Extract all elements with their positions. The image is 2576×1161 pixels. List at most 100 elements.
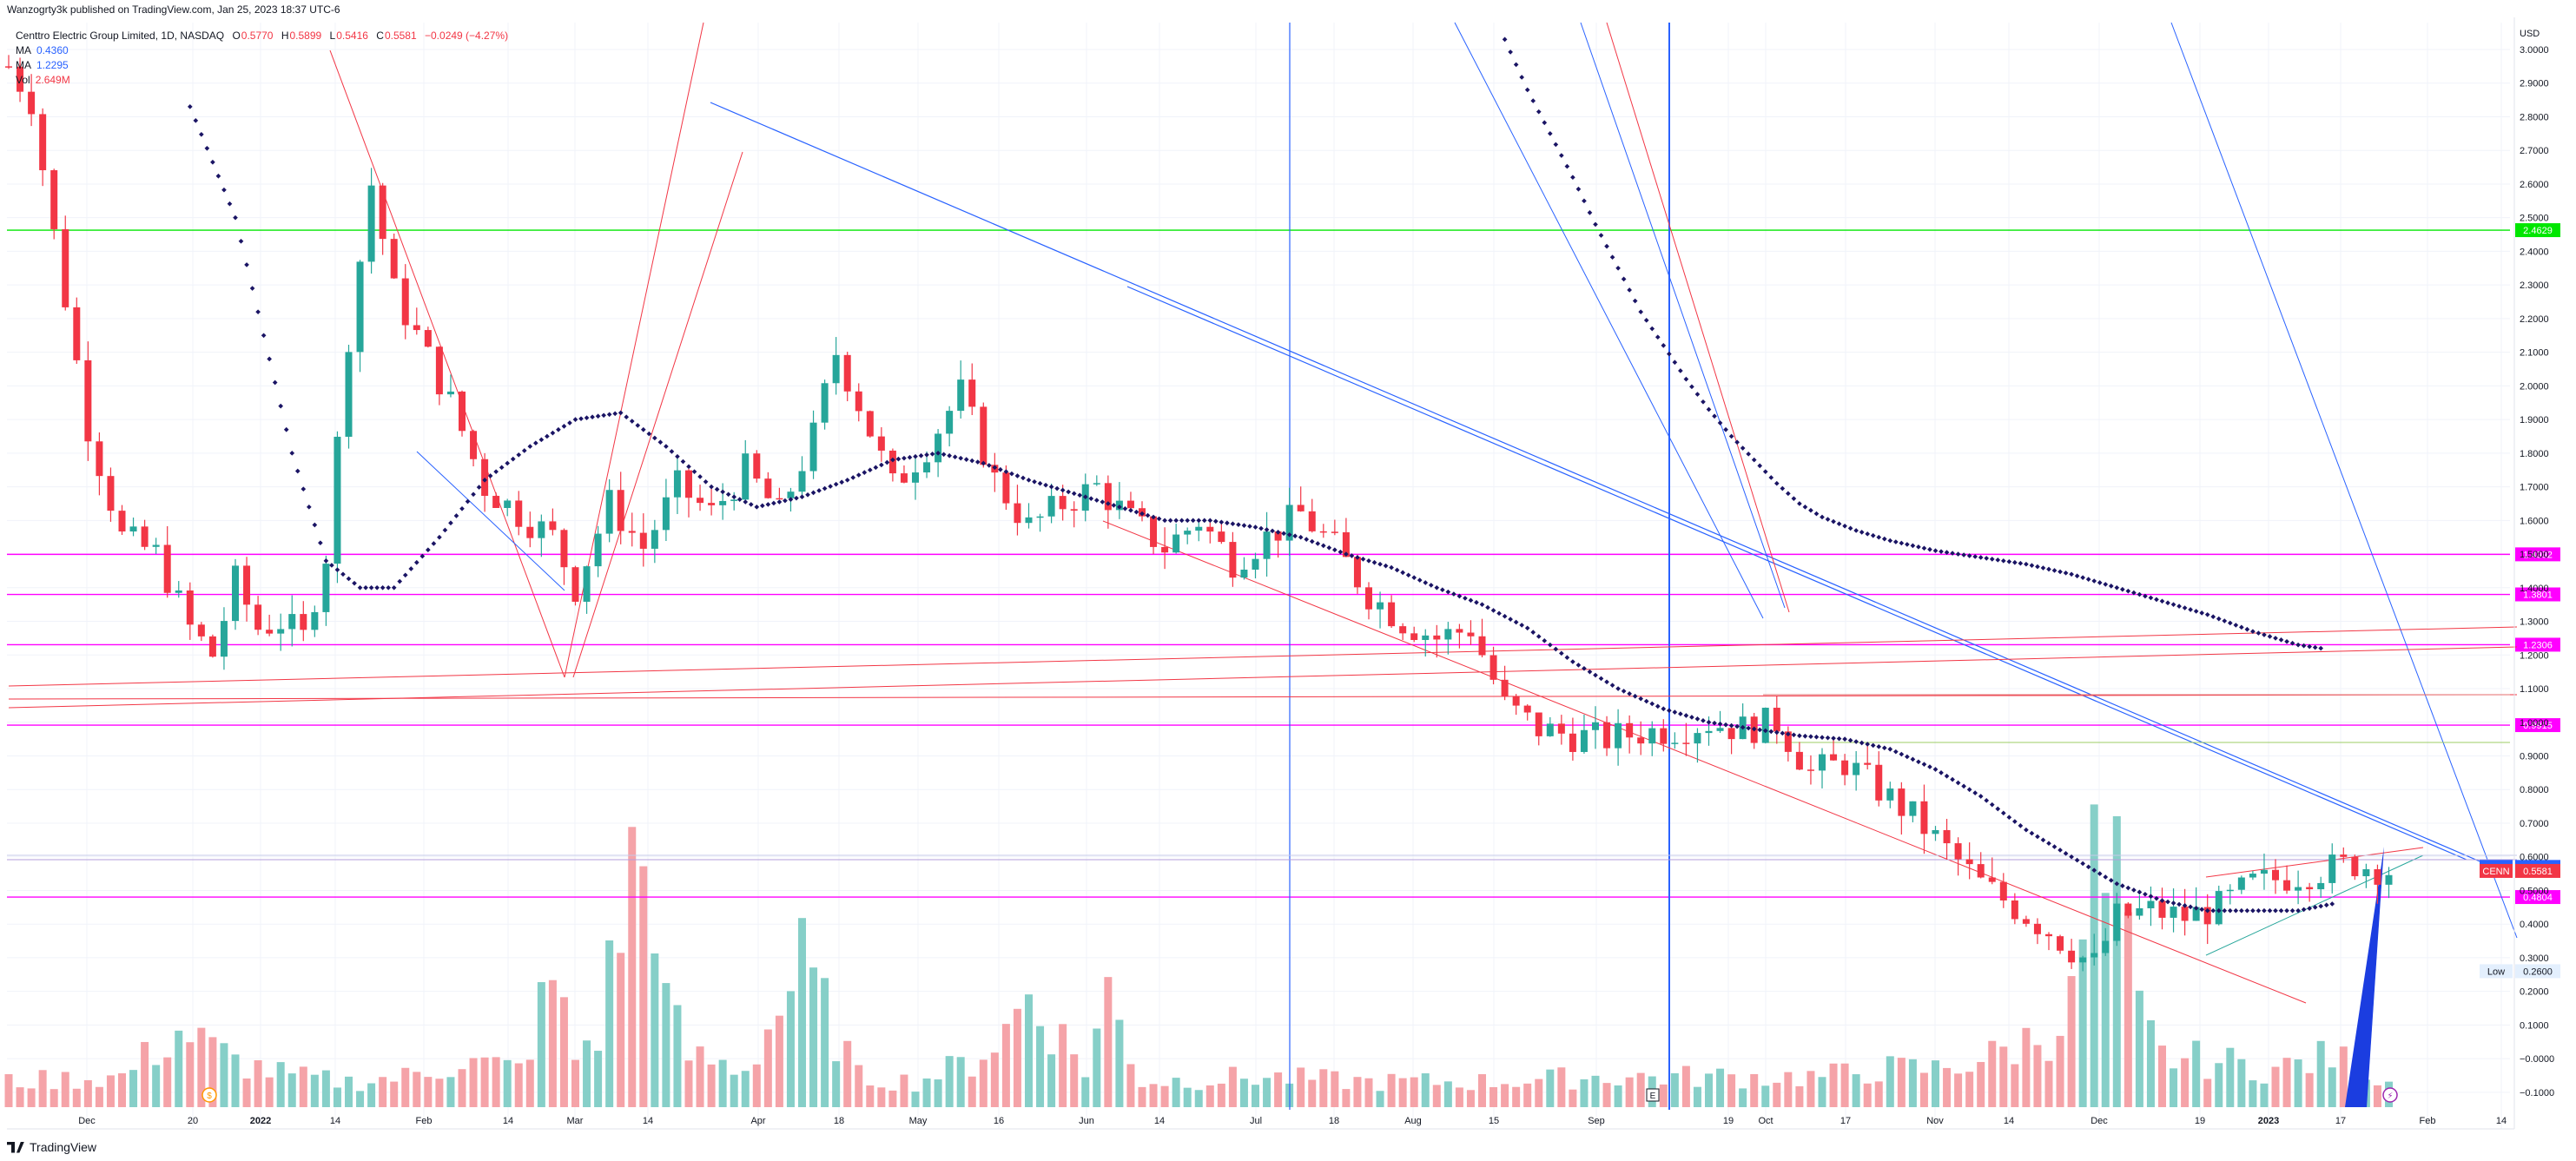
ma-dot xyxy=(1570,175,1575,181)
ma-dot xyxy=(1020,475,1026,481)
ma-dot xyxy=(1553,646,1559,652)
candle-body xyxy=(492,496,500,508)
ma-dot xyxy=(2148,595,2154,601)
ma-dot xyxy=(1423,580,1429,585)
candle-body xyxy=(208,636,216,657)
ma-dot xyxy=(2137,889,2143,895)
candle-body xyxy=(446,391,454,395)
y-tick-label: 0.7000 xyxy=(2520,819,2549,829)
volume-bar xyxy=(1489,1086,1498,1107)
y-tick-label: 0.2000 xyxy=(2520,987,2549,998)
candle-body xyxy=(912,472,919,483)
candle-body xyxy=(662,497,670,531)
x-tick-label: 20 xyxy=(188,1116,198,1126)
candle-body xyxy=(220,621,228,657)
low-label: L xyxy=(329,30,336,42)
volume-bar xyxy=(424,1077,433,1107)
ma-dot xyxy=(1502,36,1508,43)
ma-dot xyxy=(2057,848,2063,853)
ma-dot xyxy=(1405,572,1411,578)
ma-dot xyxy=(2262,907,2267,914)
ma-dot xyxy=(1542,120,1548,126)
candle-body xyxy=(2011,900,2018,920)
ma-dot xyxy=(244,262,249,267)
ma-dot xyxy=(1156,516,1162,522)
vol-row: Vol 2.649M xyxy=(16,73,513,88)
candle-body xyxy=(821,383,829,423)
volume-bar xyxy=(2328,1067,2336,1107)
candle-body xyxy=(1195,526,1203,531)
dividend-marker: $ xyxy=(207,1092,212,1101)
volume-bar xyxy=(1331,1071,1339,1107)
volume-bar xyxy=(446,1077,455,1107)
ma-dot xyxy=(2239,624,2244,630)
ma-dot xyxy=(1048,484,1054,490)
candle-body xyxy=(651,530,658,549)
volume-bar xyxy=(900,1074,908,1107)
ma-dot xyxy=(2323,902,2329,908)
x-tick-label: 15 xyxy=(1489,1116,1499,1126)
candle-body xyxy=(2340,854,2348,857)
ma-dot xyxy=(1950,551,1955,556)
volume-bar xyxy=(696,1046,704,1107)
ma-dot xyxy=(2210,907,2216,914)
lightning-marker: ⚡ xyxy=(2387,1092,2393,1101)
x-tick-label: Apr xyxy=(750,1116,765,1126)
ma-dot xyxy=(2024,561,2029,567)
x-tick-label: Dec xyxy=(2091,1116,2108,1126)
ma-dot xyxy=(1870,742,1876,749)
ma-dot xyxy=(1649,701,1655,707)
ma-dot xyxy=(850,475,856,480)
volume-bar xyxy=(1569,1089,1577,1107)
volume-bar xyxy=(1126,1064,1135,1107)
ma-dot xyxy=(1978,794,1984,799)
volume-bar xyxy=(1602,1083,1611,1107)
x-tick-label: Sep xyxy=(1588,1116,1605,1126)
ma-dot xyxy=(2273,636,2278,641)
candle-body xyxy=(1444,629,1452,640)
volume-bar xyxy=(61,1072,69,1107)
candle-body xyxy=(1569,733,1576,752)
volume-bar xyxy=(798,918,806,1107)
high-label: H xyxy=(281,30,289,42)
ma-dot xyxy=(2154,597,2159,603)
volume-bar xyxy=(356,1091,365,1107)
price-level-label: 0.4804 xyxy=(2523,893,2553,903)
ma-dot xyxy=(1593,672,1598,678)
candle-body xyxy=(367,185,375,262)
candle-body xyxy=(1705,730,1713,734)
trend-line xyxy=(1102,520,2307,1004)
ma-dot xyxy=(907,454,913,460)
candle-body xyxy=(764,478,772,498)
candle-body xyxy=(1694,733,1701,744)
ma-dot xyxy=(1207,518,1213,524)
volume-bar xyxy=(390,1081,399,1107)
volume-bar xyxy=(1252,1085,1259,1107)
ma-dot xyxy=(368,584,374,590)
candle-body xyxy=(1331,531,1338,533)
ma-dot xyxy=(1621,276,1627,282)
volume-bar xyxy=(1829,1063,1838,1107)
candle-body xyxy=(300,614,307,630)
ma-dot xyxy=(505,460,511,466)
ma-dot xyxy=(1808,734,1813,740)
candle-body xyxy=(2272,869,2279,881)
ma-dot xyxy=(884,459,890,465)
candle-body xyxy=(1615,722,1622,749)
ma-dot xyxy=(833,481,839,487)
candle-body xyxy=(1727,728,1735,740)
volume-bar xyxy=(1919,1072,1928,1107)
ma-dot xyxy=(1734,439,1740,445)
ma-dot xyxy=(2085,864,2091,870)
ma-dot xyxy=(289,451,295,456)
candle-body xyxy=(1682,742,1690,744)
ma-dot xyxy=(334,567,340,572)
tradingview-logo[interactable]: TradingView xyxy=(7,1140,96,1154)
volume-bar xyxy=(1297,1067,1305,1107)
ma-dot xyxy=(2159,598,2165,604)
ma-dot xyxy=(612,411,618,417)
volume-bar xyxy=(2135,990,2143,1107)
ma-dot xyxy=(1598,233,1604,238)
candle-body xyxy=(1830,754,1838,761)
